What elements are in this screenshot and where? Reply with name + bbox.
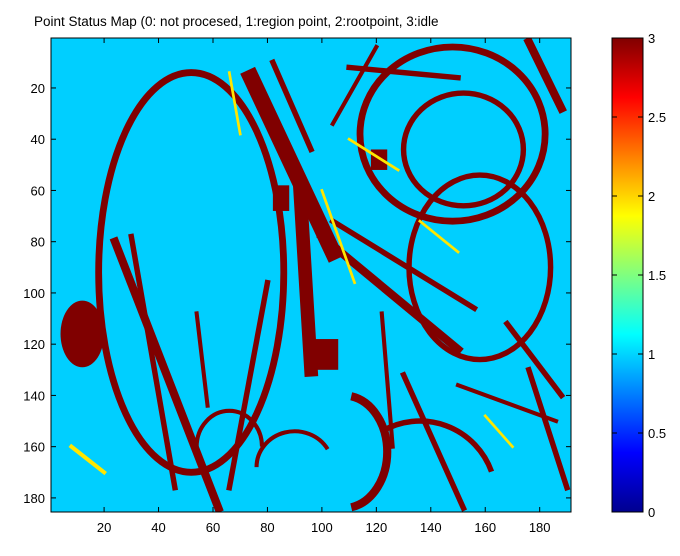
status-region-value-3 xyxy=(525,366,571,492)
status-region-value-3 xyxy=(503,319,566,400)
heatmap-plot-area: 20 40 60 80 100 120 140 160 180 20 40 60 80 100 120 14… xyxy=(23,37,572,535)
y-tick-label: 140 xyxy=(23,388,45,403)
colorbar-gradient xyxy=(611,37,644,513)
status-region-value-2 xyxy=(227,71,242,136)
colorbar-tick-label: 2 xyxy=(648,189,655,204)
status-region-value-3 xyxy=(356,43,549,225)
status-region-value-3 xyxy=(109,236,224,512)
heatmap-regions xyxy=(60,38,571,512)
status-region-value-3 xyxy=(329,44,380,127)
colorbar-tick-label: 0 xyxy=(648,505,655,520)
status-region-value-3 xyxy=(399,371,468,512)
status-region-value-3 xyxy=(370,149,388,170)
x-axis: 20 40 60 80 100 120 140 160 180 xyxy=(97,38,551,535)
colorbar-ticks: 0 0.5 1 1.5 2 2.5 3 xyxy=(612,31,666,520)
x-tick-label: 140 xyxy=(420,520,442,535)
y-tick-label: 20 xyxy=(31,81,45,96)
status-region-value-3 xyxy=(523,38,567,114)
y-tick-label: 60 xyxy=(31,183,45,198)
x-tick-label: 160 xyxy=(474,520,496,535)
x-tick-label: 20 xyxy=(97,520,111,535)
colorbar-tick-label: 1.5 xyxy=(648,268,666,283)
status-region-value-3 xyxy=(254,429,330,468)
y-tick-label: 120 xyxy=(23,337,45,352)
y-tick-label: 80 xyxy=(31,235,45,250)
status-region-value-3 xyxy=(269,58,315,154)
status-region-value-3 xyxy=(346,64,461,81)
status-region-value-3 xyxy=(380,418,495,473)
y-tick-label: 100 xyxy=(23,286,45,301)
colorbar-tick-label: 2.5 xyxy=(648,110,666,125)
x-tick-label: 100 xyxy=(311,520,333,535)
status-region-value-3 xyxy=(128,233,179,491)
status-region-value-3 xyxy=(226,279,271,491)
colorbar-tick-label: 1 xyxy=(648,347,655,362)
status-region-value-2 xyxy=(347,137,400,172)
status-region-value-3 xyxy=(305,339,339,370)
status-region-value-2 xyxy=(68,443,107,476)
status-region-value-3 xyxy=(240,66,344,263)
status-region-value-3 xyxy=(400,90,527,209)
colorbar-tick-label: 0.5 xyxy=(648,426,666,441)
status-region-value-2 xyxy=(417,219,460,254)
colorbar: 0 0.5 1 1.5 2 2.5 3 xyxy=(611,31,666,520)
colorbar-tick-label: 3 xyxy=(648,31,655,46)
y-axis: 20 40 60 80 100 120 140 160 180 xyxy=(23,81,571,506)
y-tick-label: 160 xyxy=(23,440,45,455)
status-region-value-3 xyxy=(194,311,210,408)
y-tick-label: 40 xyxy=(31,132,45,147)
x-tick-label: 60 xyxy=(206,520,220,535)
x-tick-label: 40 xyxy=(151,520,165,535)
status-region-value-3 xyxy=(329,217,479,313)
status-region-value-3 xyxy=(455,382,559,424)
y-tick-label: 180 xyxy=(23,491,45,506)
status-region-value-3 xyxy=(272,185,290,211)
status-region-value-3 xyxy=(194,408,265,447)
status-region-value-2 xyxy=(483,413,515,449)
x-tick-label: 120 xyxy=(365,520,387,535)
status-region-value-3 xyxy=(350,392,392,512)
heatmap-frame xyxy=(50,37,572,513)
x-tick-label: 80 xyxy=(260,520,274,535)
status-region-value-3 xyxy=(60,300,105,368)
chart-title: Point Status Map (0: not procesed, 1:reg… xyxy=(34,14,439,29)
x-tick-label: 180 xyxy=(529,520,551,535)
status-region-value-3 xyxy=(95,69,288,476)
status-region-value-2 xyxy=(320,188,357,285)
